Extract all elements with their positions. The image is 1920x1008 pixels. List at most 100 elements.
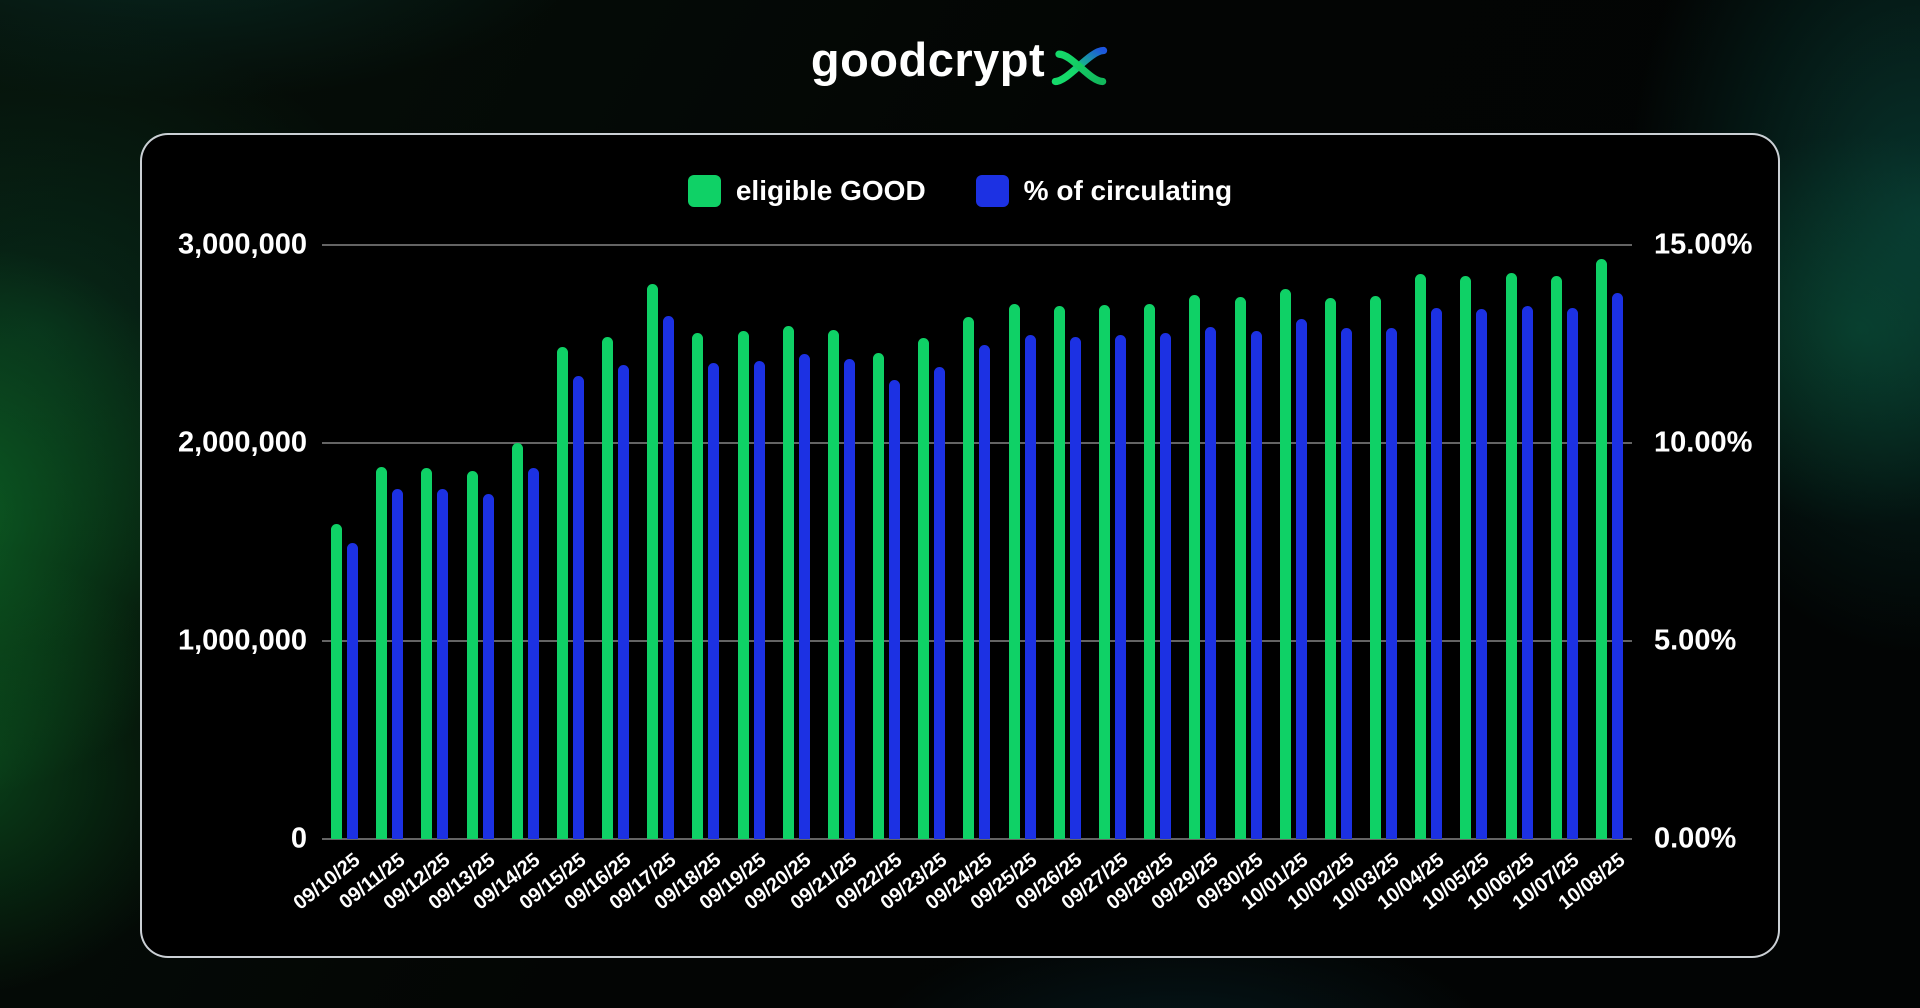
bar-eligible-good [1234, 297, 1246, 839]
bar-group [864, 245, 909, 839]
logo-text: goodcrypt [810, 33, 1046, 86]
bar-group [458, 245, 503, 839]
bar-eligible-good [1053, 306, 1065, 839]
bar-group [548, 245, 593, 839]
bar-eligible-good [1370, 296, 1382, 839]
bar-group [1000, 245, 1045, 839]
bar-group [1180, 245, 1225, 839]
legend-swatch-blue [975, 175, 1009, 207]
bar-group [909, 245, 954, 839]
bar-group [1135, 245, 1180, 839]
bar-group [1406, 245, 1451, 839]
bar-group [1271, 245, 1316, 839]
bar-group [819, 245, 864, 839]
legend-swatch-green [687, 175, 721, 207]
bar-eligible-good [376, 466, 388, 839]
bar-percent-circulating [437, 489, 449, 839]
bar-group [1045, 245, 1090, 839]
bar-percent-circulating [1115, 334, 1126, 839]
logo-alpha-icon [1051, 46, 1108, 86]
bar-eligible-good [331, 524, 343, 839]
bar-percent-circulating [1340, 327, 1352, 839]
bar-eligible-good [1505, 272, 1517, 839]
bar-group [1225, 245, 1270, 839]
bar-eligible-good [511, 443, 523, 839]
bar-eligible-good [1189, 294, 1201, 839]
bar-percent-circulating [1476, 308, 1488, 839]
bar-percent-circulating [1611, 293, 1623, 839]
bar-percent-circulating [798, 354, 810, 839]
bar-eligible-good [1144, 304, 1156, 839]
bar-eligible-good [827, 330, 839, 839]
bars [322, 245, 1632, 839]
left-axis-tick: 2,000,000 [177, 426, 307, 459]
bar-eligible-good [737, 331, 749, 839]
bar-percent-circulating [753, 360, 765, 839]
bar-eligible-good [1460, 275, 1472, 839]
bar-eligible-good [1324, 298, 1336, 839]
bar-percent-circulating [979, 344, 991, 839]
bar-eligible-good [1099, 305, 1110, 839]
x-axis-cell: 10/08/25 [1554, 839, 1632, 939]
bar-group [638, 245, 683, 839]
bar-percent-circulating [482, 494, 494, 839]
bar-group [1587, 245, 1632, 839]
logo: goodcrypt [0, 34, 1920, 86]
bar-percent-circulating [1024, 334, 1036, 839]
left-axis-tick: 3,000,000 [177, 228, 307, 261]
plot-area: 3,000,000 2,000,000 1,000,000 0 15.00% 10.00… [178, 230, 1752, 914]
bar-eligible-good [963, 317, 975, 839]
bar-group [367, 245, 412, 839]
bar-group [412, 245, 457, 839]
bar-eligible-good [1550, 275, 1562, 839]
bar-percent-circulating [889, 380, 901, 839]
bar-eligible-good [556, 346, 568, 839]
left-axis-tick: 0 [290, 822, 307, 855]
bar-percent-circulating [934, 367, 946, 839]
bar-percent-circulating [1295, 319, 1307, 839]
bar-eligible-good [782, 326, 794, 839]
gridline [322, 442, 1632, 444]
bar-eligible-good [1008, 304, 1020, 839]
gridline [322, 244, 1632, 246]
gridline [322, 838, 1632, 840]
right-axis-tick: 10.00% [1654, 426, 1753, 459]
bar-percent-circulating [618, 365, 630, 839]
bar-group [1496, 245, 1541, 839]
bar-percent-circulating [1069, 336, 1081, 839]
bar-eligible-good [1415, 273, 1427, 839]
bar-group [322, 245, 367, 839]
bar-group [1542, 245, 1587, 839]
legend-label: % of circulating [1023, 175, 1233, 206]
bar-percent-circulating [1521, 306, 1533, 839]
bar-percent-circulating [527, 467, 539, 839]
bar-percent-circulating [1205, 326, 1217, 839]
bar-percent-circulating [1160, 332, 1172, 839]
bar-eligible-good [692, 333, 704, 839]
bar-percent-circulating [1566, 307, 1578, 839]
bar-group [1316, 245, 1361, 839]
x-axis: 09/10/25 09/11/25 09/12/25 09/13/25 09/14/25… [289, 839, 1632, 939]
legend-label: eligible GOOD [735, 175, 926, 206]
bar-percent-circulating [347, 542, 359, 839]
bar-group [683, 245, 728, 839]
bar-group [1451, 245, 1496, 839]
bar-group [1361, 245, 1406, 839]
legend-item: eligible GOOD [687, 175, 926, 207]
bar-percent-circulating [1386, 328, 1398, 839]
bar-percent-circulating [1250, 330, 1262, 839]
bar-group [729, 245, 774, 839]
bar-percent-circulating [1431, 307, 1443, 839]
right-axis-tick: 15.00% [1654, 228, 1753, 261]
bar-percent-circulating [708, 363, 720, 839]
bar-group [1090, 245, 1135, 839]
bar-percent-circulating [843, 358, 855, 839]
chart-card: eligible GOOD % of circulating 3,000,000 2… [140, 133, 1780, 958]
bar-eligible-good [918, 338, 930, 839]
left-axis-tick: 1,000,000 [177, 624, 307, 657]
bar-group [593, 245, 638, 839]
bar-group [503, 245, 548, 839]
bar-eligible-good [421, 467, 433, 839]
bar-eligible-good [1279, 288, 1291, 839]
bar-eligible-good [1595, 258, 1607, 839]
